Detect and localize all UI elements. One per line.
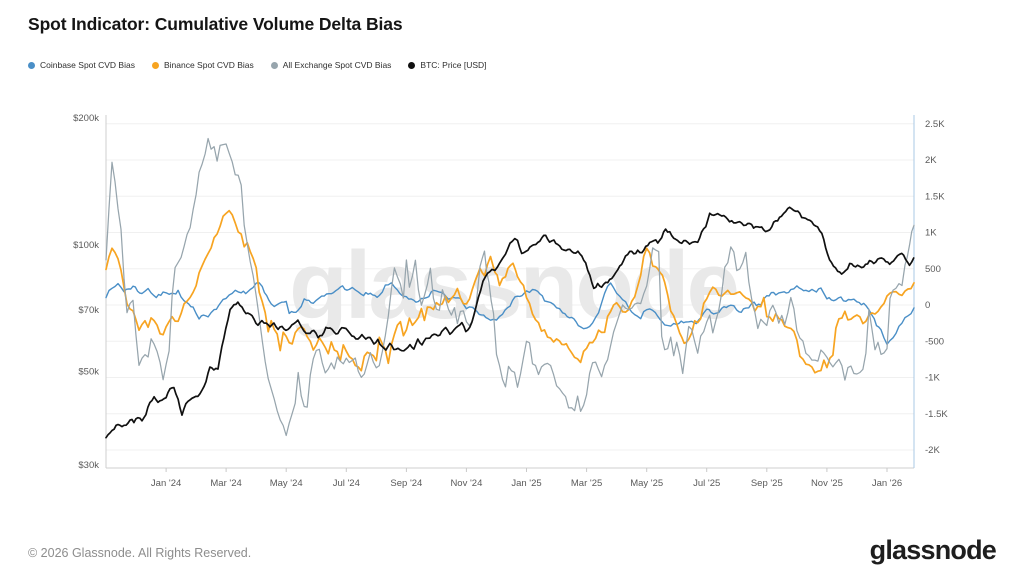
left-axis-tick-label: $200k: [73, 113, 99, 124]
right-axis-tick-label: -2K: [925, 445, 940, 456]
x-axis-tick-label: Nov '24: [450, 478, 482, 489]
legend-item-1[interactable]: Coinbase Spot CVD Bias: [28, 60, 135, 70]
legend-dot-icon: [151, 61, 159, 69]
x-axis-tick-label: Jan '25: [511, 478, 541, 489]
legend-dot-icon: [270, 61, 278, 69]
x-axis-tick-label: Nov '25: [811, 478, 843, 489]
x-axis-tick-label: Jan '24: [151, 478, 181, 489]
right-axis-tick-label: -500: [925, 336, 944, 347]
right-axis-tick-label: -1K: [925, 373, 940, 384]
legend-dot-icon: [408, 61, 416, 69]
watermark-logo: glassnode: [289, 232, 737, 339]
copyright-text: © 2026 Glassnode. All Rights Reserved.: [28, 546, 252, 560]
series-line-1[interactable]: [105, 282, 915, 345]
x-axis-tick-label: Sep '24: [390, 478, 422, 489]
glassnode-logo: glassnode: [869, 535, 997, 565]
right-axis-tick-label: -1.5K: [925, 409, 948, 420]
axes: [105, 115, 915, 472]
x-axis-tick-label: Jul '25: [693, 478, 720, 489]
left-axis-tick-label: $70k: [78, 305, 99, 316]
series-line-4[interactable]: [105, 206, 915, 439]
right-axis-tick-label: 0: [925, 300, 930, 311]
legend-item-label: Binance Spot CVD Bias: [163, 60, 254, 70]
series-line-3[interactable]: [105, 137, 915, 437]
legend-item-4[interactable]: BTC: Price [USD]: [408, 60, 487, 70]
x-axis-tick-label: Jan '26: [872, 478, 902, 489]
x-axis-tick-label: Jul '24: [333, 478, 360, 489]
x-axis-tick-label: Mar '25: [571, 478, 602, 489]
right-axis-tick-label: 1.5K: [925, 191, 945, 202]
right-axis-tick-label: 1K: [925, 228, 937, 239]
right-axis-tick-label: 2K: [925, 155, 937, 166]
legend-dot-icon: [28, 61, 35, 69]
axis-labels: $200k $100k $70k $50k $30k 2.5K 2K 1.5K 1K 500 0 -5…: [73, 113, 948, 489]
legend-item-3[interactable]: All Exchange Spot CVD Bias: [270, 60, 392, 70]
right-axis-tick-label: 2.5K: [925, 119, 945, 130]
chart-legend: Coinbase Spot CVD Bias Binance Spot CVD B…: [28, 60, 487, 70]
legend-item-2[interactable]: Binance Spot CVD Bias: [151, 60, 254, 70]
data-series: [105, 137, 915, 439]
legend-item-label: All Exchange Spot CVD Bias: [282, 60, 392, 70]
left-axis-tick-label: $50k: [78, 367, 99, 378]
page-title: Spot Indicator: Cumulative Volume Delta …: [28, 14, 403, 34]
left-axis-tick-label: $100k: [73, 240, 99, 251]
right-axis-tick-label: 500: [925, 264, 941, 275]
x-axis-tick-label: Mar '24: [210, 478, 241, 489]
x-axis-tick-label: Sep '25: [751, 478, 783, 489]
x-axis-tick-label: May '25: [630, 478, 663, 489]
left-axis-tick-label: $30k: [78, 460, 99, 471]
x-axis-tick-label: May '24: [270, 478, 303, 489]
gridlines: [106, 123, 914, 451]
legend-item-label: BTC: Price [USD]: [420, 60, 487, 70]
legend-item-label: Coinbase Spot CVD Bias: [40, 60, 135, 70]
